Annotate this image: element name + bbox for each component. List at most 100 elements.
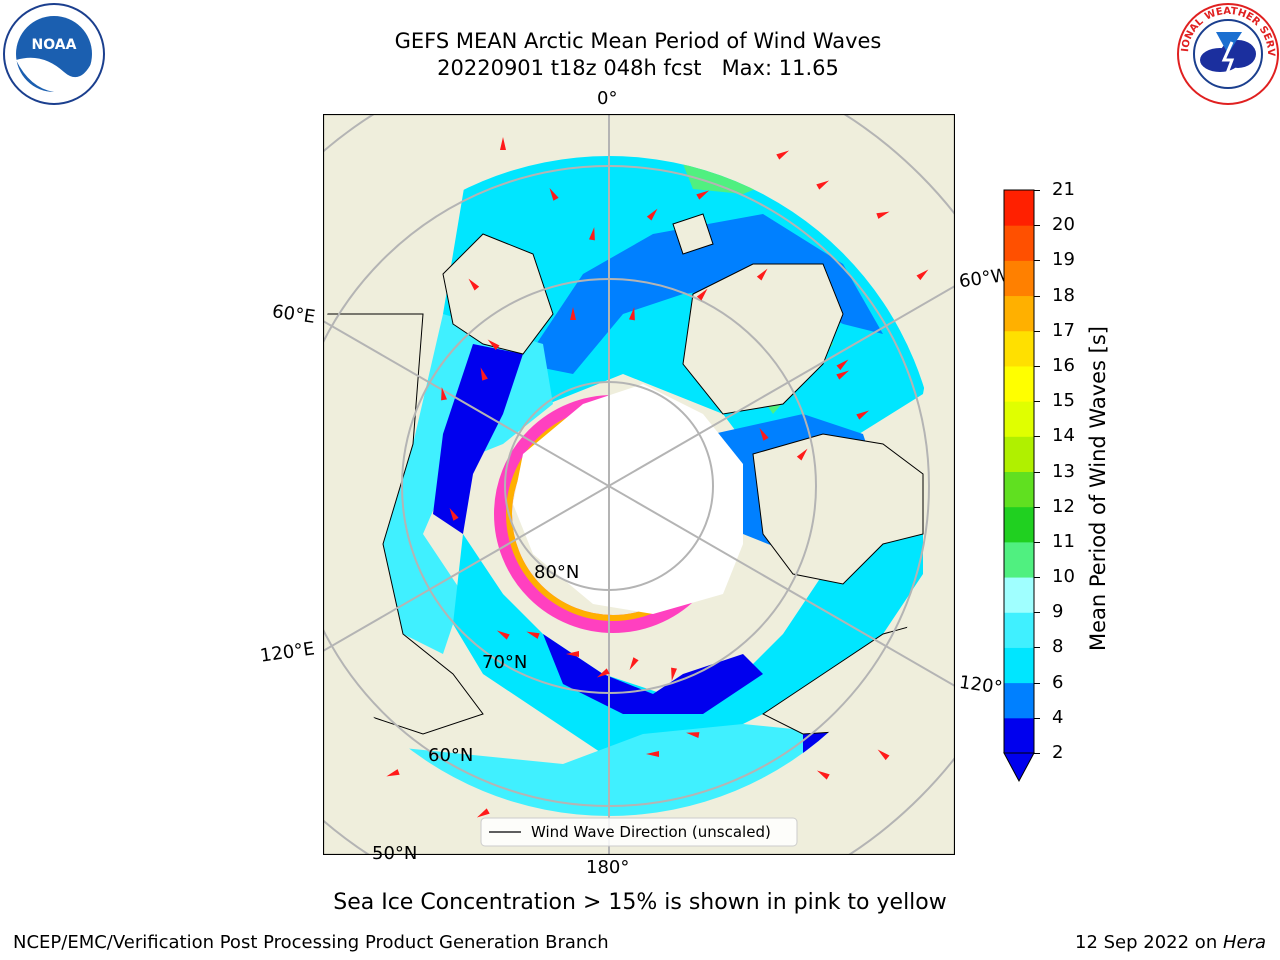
- ocean-norwegian: [523, 214, 883, 374]
- footer-machine: Hera: [1222, 932, 1266, 953]
- map-frame: [323, 114, 955, 855]
- colorbar-tick-mark: [1034, 225, 1040, 227]
- colorbar-tick-label: 9: [1052, 601, 1064, 623]
- ocean-bering: [363, 724, 923, 816]
- lat-label-80n: 80°N: [534, 562, 580, 583]
- colorbar-tick-label: 20: [1052, 214, 1075, 236]
- colorbar-tick-mark: [1034, 190, 1040, 191]
- colorbar-tick-label: 14: [1052, 425, 1075, 447]
- wind-wave-arrow: [496, 630, 510, 640]
- colorbar-tick-mark: [1034, 753, 1040, 754]
- wind-wave-arrow: [816, 180, 830, 190]
- wind-wave-arrow: [629, 657, 639, 671]
- land-scandinavia: [442, 233, 554, 355]
- wind-wave-arrow: [449, 507, 459, 521]
- colorbar-tick-label: 16: [1052, 354, 1075, 376]
- lat-label-60n: 60°N: [428, 745, 474, 766]
- colorbar-tick-mark: [1034, 506, 1040, 508]
- lon-label-120e: 120°E: [258, 638, 316, 667]
- colorbar-cell: [1004, 330, 1034, 367]
- colorbar-cell: [1004, 647, 1034, 684]
- wind-wave-arrow: [476, 808, 490, 818]
- wind-wave-arrow: [526, 631, 540, 639]
- colorbar-tick-mark: [1034, 401, 1040, 403]
- colorbar-cell: [1004, 682, 1034, 719]
- colorbar-cell: [1004, 295, 1034, 332]
- chart-title: GEFS MEAN Arctic Mean Period of Wind Wav…: [394, 29, 882, 53]
- colorbar-tick-mark: [1034, 295, 1040, 297]
- footer-date: 12 Sep 2022 on Hera: [1075, 932, 1266, 953]
- ocean-east-siberian: [543, 634, 763, 714]
- colorbar-tick-mark: [1034, 365, 1040, 367]
- wind-wave-arrow: [441, 387, 447, 401]
- colorbar-tick-mark: [1034, 682, 1040, 684]
- colorbar-cell: [1004, 471, 1034, 508]
- colorbar-tick-label: 6: [1052, 671, 1064, 693]
- wind-wave-arrow: [816, 770, 830, 780]
- colorbar-tick-label: 17: [1052, 319, 1075, 341]
- colorbar-cell: [1004, 612, 1034, 648]
- lon-label-0: 0°: [597, 88, 618, 109]
- colorbar-tick-mark: [1034, 436, 1040, 438]
- colorbar-tick-mark: [1034, 577, 1040, 579]
- lon-label-60e: 60°E: [270, 301, 317, 328]
- footer-branch: NCEP/EMC/Verification Post Processing Pr…: [13, 932, 609, 953]
- colorbar-cell: [1004, 365, 1034, 402]
- wind-wave-arrow: [696, 190, 710, 200]
- wind-wave-arrow: [500, 137, 506, 150]
- wind-wave-arrow: [629, 307, 635, 321]
- colorbar-cell: [1004, 401, 1034, 437]
- colorbar-tick-label: 8: [1052, 636, 1064, 658]
- colorbar-tick-label: 2: [1052, 742, 1064, 763]
- wind-wave-arrow: [836, 359, 849, 371]
- colorbar-tick-label: 19: [1052, 249, 1075, 271]
- colorbar-cell: [1004, 260, 1034, 297]
- colorbar-label: Mean Period of Wind Waves [s]: [1086, 326, 1110, 651]
- colorbar-cell: [1004, 225, 1034, 261]
- wind-wave-arrow: [596, 668, 610, 678]
- land-canada: [752, 433, 924, 585]
- wind-wave-arrow: [480, 367, 488, 381]
- wind-wave-arrows: [386, 137, 929, 818]
- wind-wave-arrow: [589, 227, 595, 241]
- colorbar-tick-label: 13: [1052, 460, 1075, 482]
- noaa-logo-text: NOAA: [32, 37, 77, 53]
- colorbar-tick-mark: [1034, 647, 1040, 649]
- colorbar-tick-label: 10: [1052, 566, 1075, 588]
- colorbar-cell: [1004, 577, 1034, 613]
- colorbar-tick-label: 12: [1052, 495, 1075, 517]
- graticule: [323, 114, 955, 855]
- nws-logo: NATIONAL WEATHER SERVICE: [1176, 2, 1279, 105]
- colorbar-tick-mark: [1034, 612, 1040, 614]
- colorbar-tick-mark: [1034, 260, 1040, 262]
- colorbar-tick-label: 11: [1052, 530, 1075, 552]
- sea-ice-caption: Sea Ice Concentration > 15% is shown in …: [333, 890, 947, 915]
- wind-wave-arrow: [566, 651, 579, 657]
- colorbar-tick-label: 15: [1052, 390, 1075, 412]
- wind-wave-arrow: [696, 288, 708, 301]
- land-svalbard: [672, 213, 714, 255]
- wind-wave-arrow: [759, 427, 769, 441]
- colorbar-tick-label: 4: [1052, 706, 1064, 728]
- wind-wave-arrow: [836, 370, 850, 380]
- wind-wave-arrow: [776, 150, 790, 160]
- colorbar-tick-label: 21: [1052, 179, 1075, 200]
- legend-text: Wind Wave Direction (unscaled): [531, 823, 771, 841]
- lon-label-180: 180°: [586, 857, 630, 878]
- lat-label-50n: 50°N: [372, 843, 418, 864]
- wind-wave-arrow: [386, 769, 400, 777]
- lat-label-70n: 70°N: [482, 652, 528, 673]
- wind-wave-arrow: [468, 278, 480, 291]
- ocean-barents: [383, 314, 553, 654]
- colorbar-tick-mark: [1034, 471, 1040, 473]
- colorbar-cell: [1004, 436, 1034, 472]
- wind-wave-arrow: [646, 751, 659, 757]
- colorbar: [1003, 189, 1035, 783]
- wind-wave-arrow: [877, 749, 890, 761]
- wind-wave-arrow: [876, 211, 890, 219]
- wind-wave-arrow: [646, 208, 658, 221]
- noaa-logo: NOAA: [3, 3, 105, 105]
- colorbar-tick-mark: [1034, 330, 1040, 332]
- wind-wave-arrow: [487, 339, 500, 351]
- colorbar-cell: [1004, 717, 1034, 754]
